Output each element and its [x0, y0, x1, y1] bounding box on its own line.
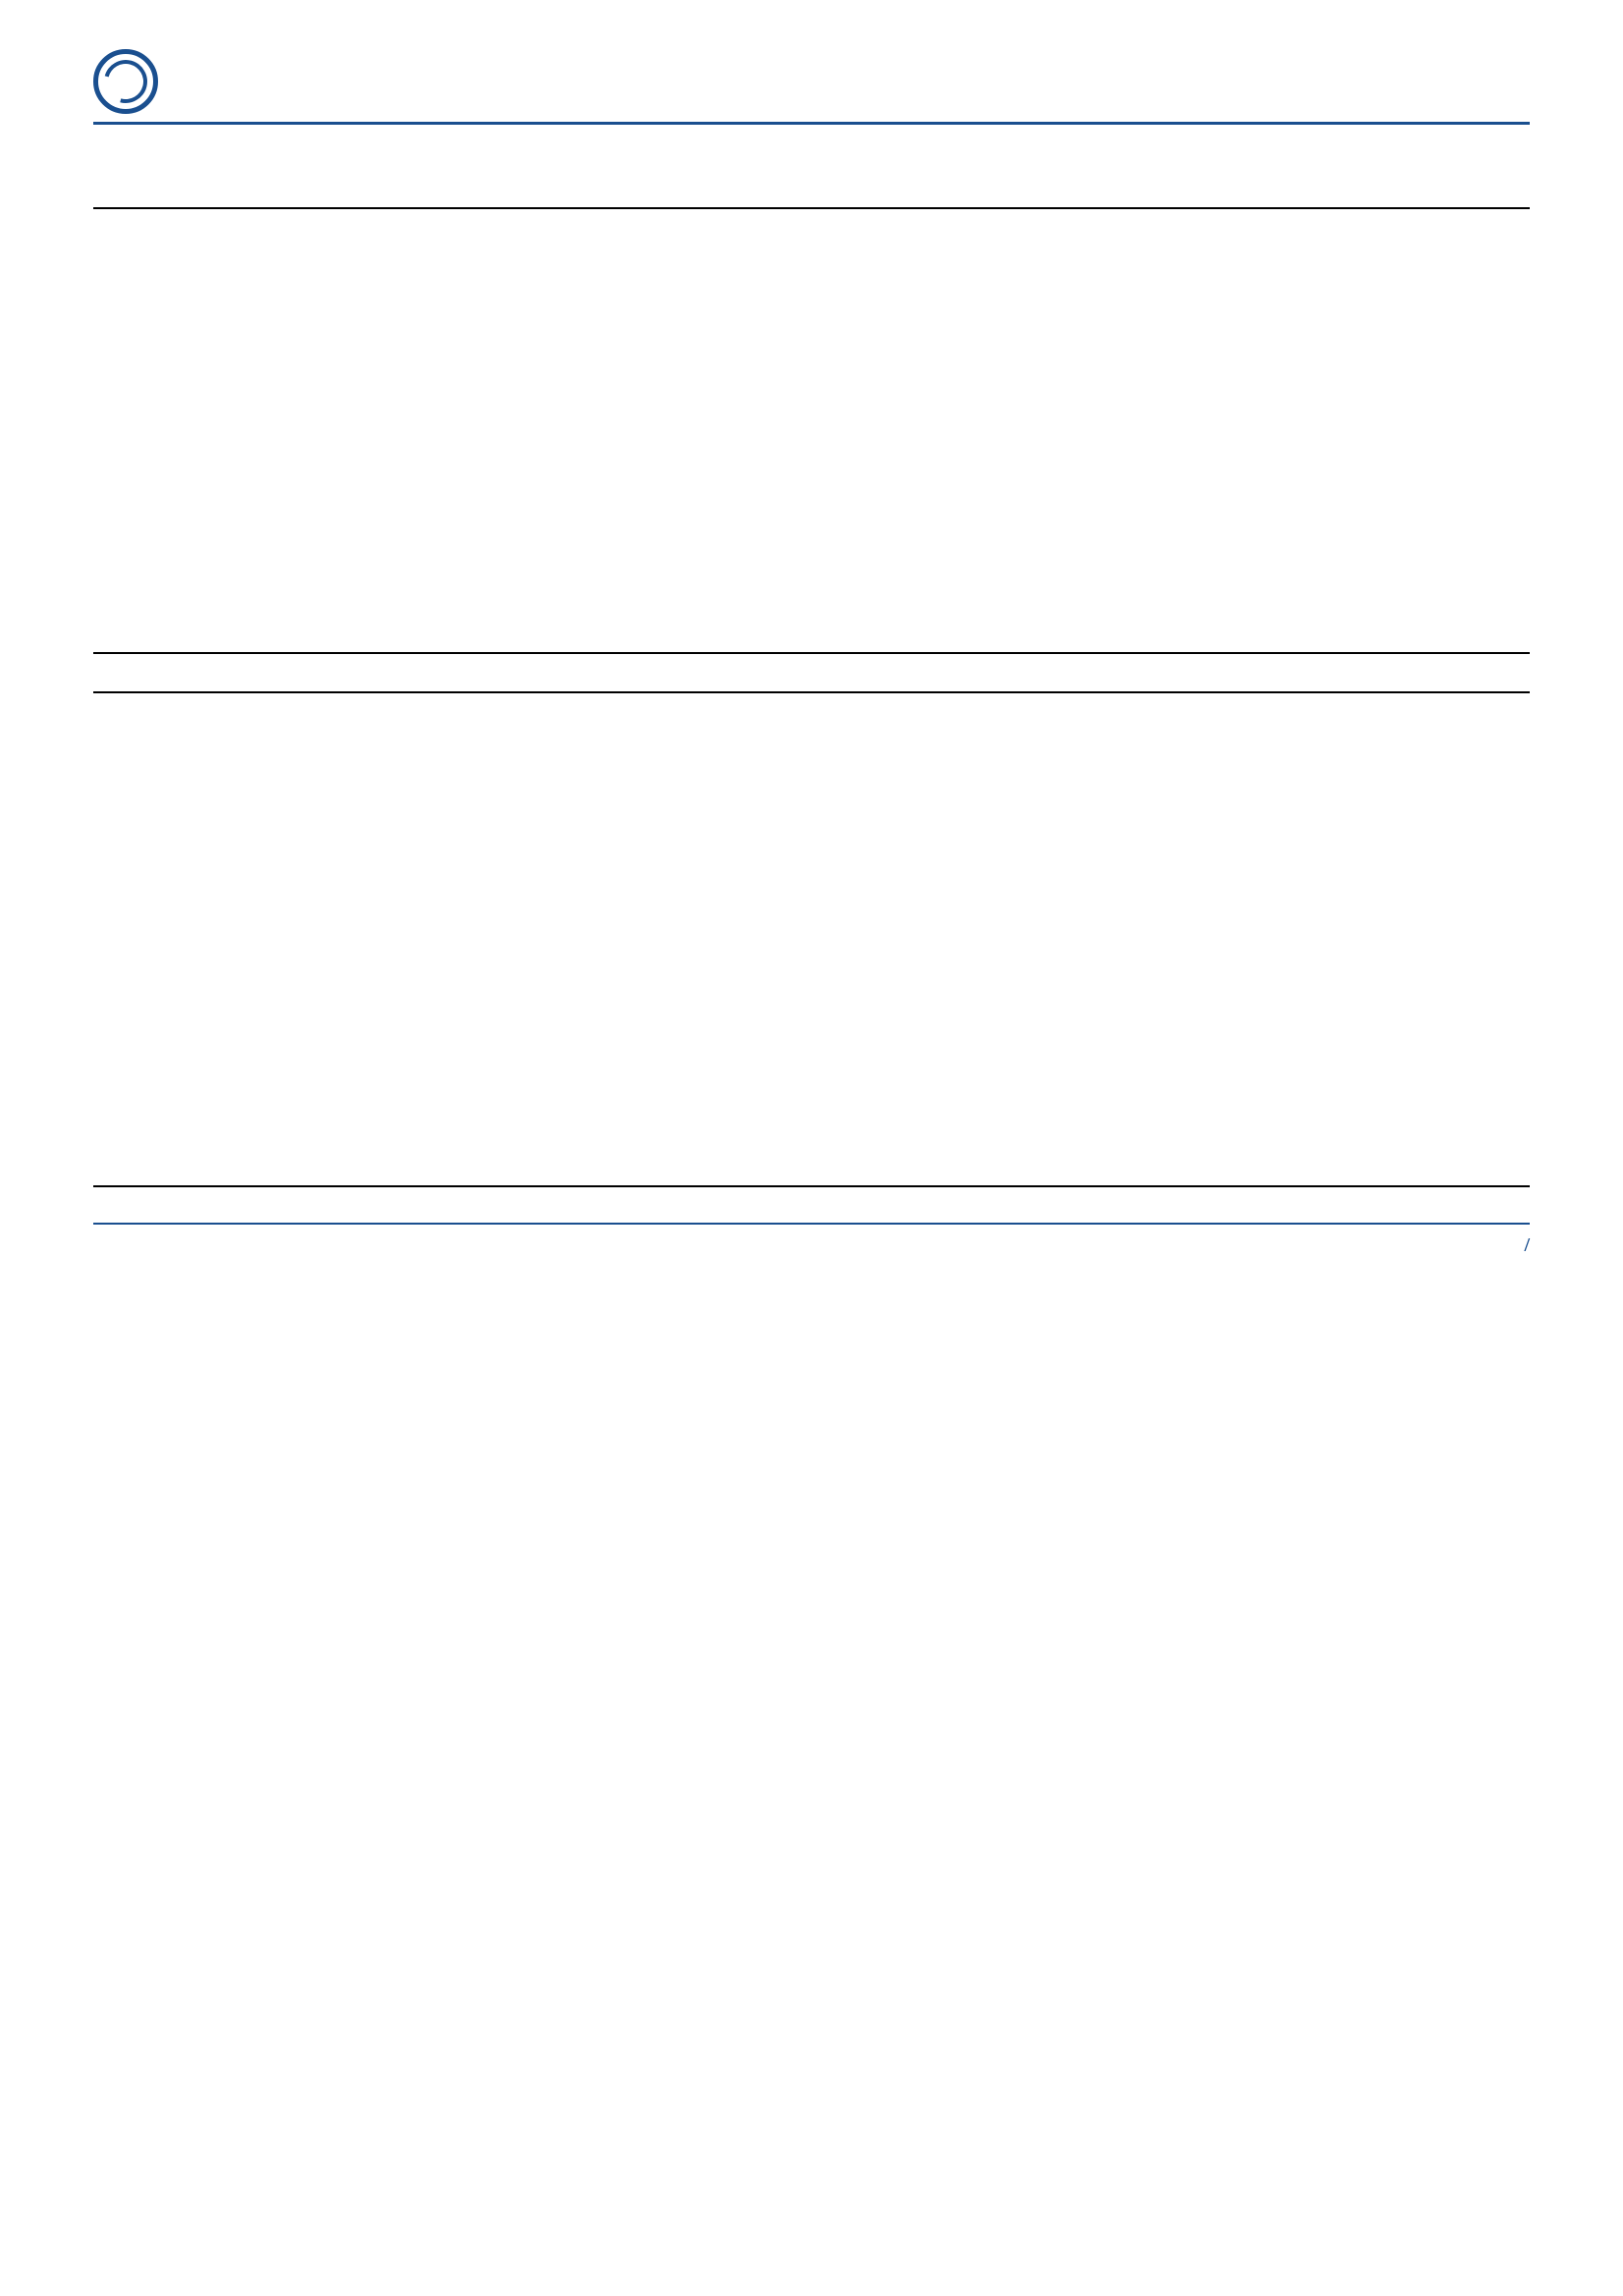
page-footer: /	[93, 1223, 1530, 1257]
fig23-source-bar	[93, 1185, 1530, 1193]
page-header	[93, 49, 1530, 125]
section-title	[93, 149, 1530, 180]
fig22-source-bar	[93, 652, 1530, 660]
fig22-chart	[93, 213, 1530, 652]
fig23-svg	[191, 705, 1448, 1176]
logo-icon	[93, 49, 158, 114]
fig23-chart	[93, 697, 1530, 1185]
logo-block	[93, 49, 170, 114]
footer-page: /	[1524, 1234, 1530, 1257]
footer-note	[93, 1234, 152, 1257]
fig23-title-bar	[93, 685, 1530, 693]
fig22-svg	[191, 221, 1448, 643]
fig22-title-bar	[93, 201, 1530, 209]
